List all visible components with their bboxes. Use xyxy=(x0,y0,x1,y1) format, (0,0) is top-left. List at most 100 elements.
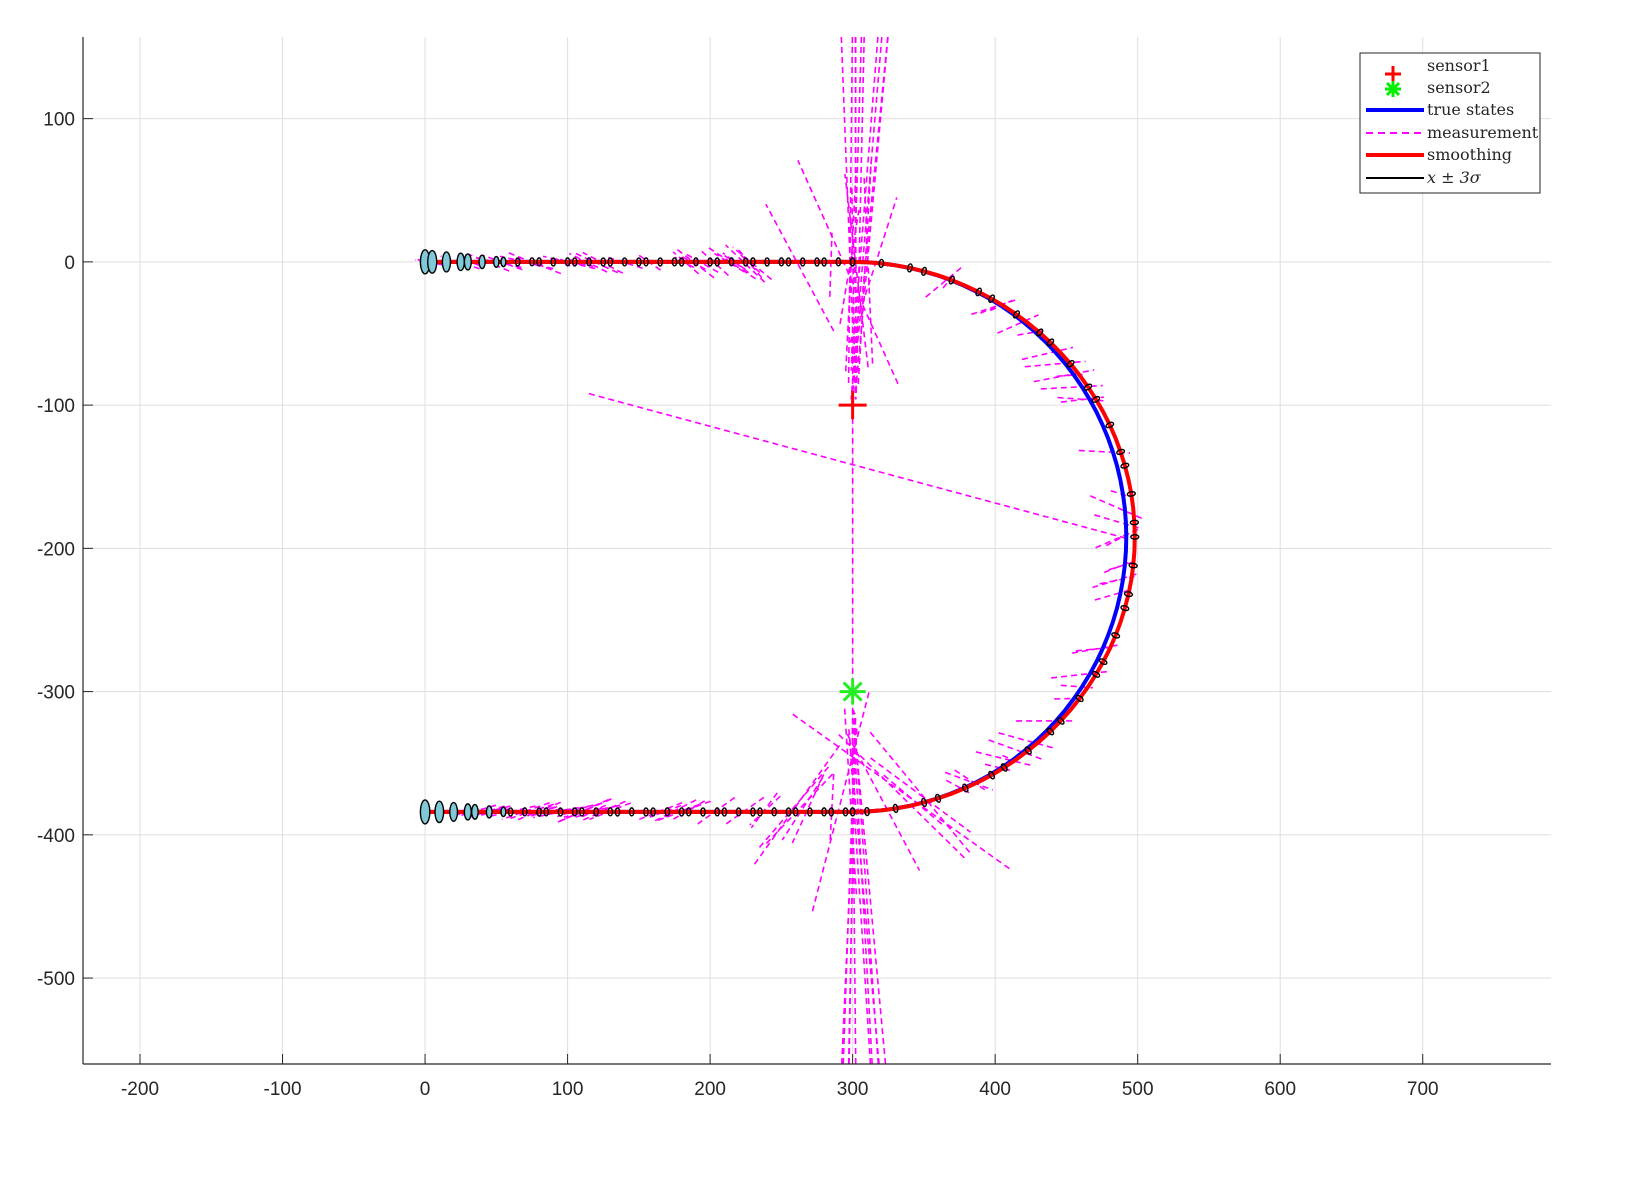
measurement-segment xyxy=(984,763,1011,772)
measurement-segment xyxy=(829,232,833,297)
sigma-ellipse xyxy=(1056,717,1065,725)
measurement-segment xyxy=(461,257,481,267)
sigma-ellipse xyxy=(500,806,507,818)
sigma-ellipse xyxy=(849,257,856,267)
sigma-ellipse xyxy=(1126,490,1137,497)
sigma-ellipse xyxy=(878,258,885,269)
measurement-segment xyxy=(980,299,1013,314)
sigma-ellipse xyxy=(750,257,756,267)
measurement-segment xyxy=(797,159,899,385)
legend-label-sensor1: sensor1 xyxy=(1427,56,1491,75)
sigma-ellipse xyxy=(821,807,828,817)
sigma-ellipse xyxy=(1091,395,1101,403)
sigma-ellipse xyxy=(600,257,607,267)
sigma-ellipse xyxy=(463,803,472,821)
sigma-ellipse xyxy=(785,257,792,267)
legend-entry-true-states: true states xyxy=(1366,100,1514,119)
sigma-ellipse xyxy=(1035,328,1044,337)
measurement-segment xyxy=(847,715,857,1065)
measurement-segment xyxy=(1060,396,1105,403)
measurement-segment xyxy=(1071,644,1119,654)
sigma-ellipse xyxy=(434,800,445,824)
sigma-ellipse xyxy=(707,257,714,267)
sensor1-marker xyxy=(838,391,867,420)
measurement-segment xyxy=(792,713,1010,870)
sigma-ellipse xyxy=(721,807,728,817)
sigma-ellipse xyxy=(564,257,571,267)
measurement-segment xyxy=(851,36,889,397)
x-axis-ticks: -200 -100 0 100 200 300 400 500 600 700 xyxy=(121,1054,1439,1100)
sigma-ellipse xyxy=(700,807,706,817)
sigma-ellipse xyxy=(828,807,835,817)
measurement-segment xyxy=(722,252,750,274)
sigma-ellipse xyxy=(1120,462,1130,469)
sigma-ellipse xyxy=(742,257,749,267)
sigma-ellipse xyxy=(799,257,806,267)
legend: sensor1 sensor2 true states measurement … xyxy=(1359,52,1541,194)
measurement-segment xyxy=(751,744,841,868)
sigma-ellipse xyxy=(920,266,928,276)
measurement-segment xyxy=(781,777,824,841)
measurement-segment xyxy=(684,252,719,273)
measurement-segment xyxy=(1110,489,1130,498)
measurement-segment xyxy=(869,731,972,855)
y-tick-label: 100 xyxy=(43,110,75,131)
sigma-ellipse xyxy=(714,807,721,817)
measurement-segment xyxy=(499,255,554,270)
x-tick-label: -200 xyxy=(121,1079,159,1100)
sigma-ellipse xyxy=(792,807,799,817)
sigma-ellipse xyxy=(571,257,578,267)
sigma-ellipse xyxy=(1012,310,1021,319)
sigma-ellipse xyxy=(1129,519,1140,526)
measurement-segment xyxy=(852,710,880,1065)
sigma-ellipse xyxy=(1075,694,1084,703)
x-tick-label: -100 xyxy=(264,1079,302,1100)
sigma-ellipse xyxy=(728,257,735,267)
sigma-ellipse xyxy=(785,807,792,817)
measurement-segment xyxy=(1040,384,1103,390)
sigma-ellipse xyxy=(750,807,756,817)
y-tick-label: -500 xyxy=(37,969,75,990)
sigma-ellipse xyxy=(514,257,521,267)
legend-label-sigma: x ± 3σ xyxy=(1427,168,1482,187)
sigma-ellipse xyxy=(988,294,996,304)
legend-label-smoothing: smoothing xyxy=(1427,145,1512,164)
y-tick-label: -300 xyxy=(37,683,75,704)
measurement-segment xyxy=(850,184,856,355)
legend-entry-smoothing: smoothing xyxy=(1366,145,1512,164)
sigma-ellipse xyxy=(628,807,635,817)
measurement-segment xyxy=(863,177,874,364)
measurement-outlier xyxy=(588,392,1127,540)
measurement-segment xyxy=(944,771,994,791)
y-axis-ticks: 100 0 -100 -200 -300 -400 -500 xyxy=(37,110,93,990)
sigma-ellipse xyxy=(419,799,431,825)
legend-label-sensor2: sensor2 xyxy=(1427,78,1491,97)
sigma-ellipse xyxy=(948,275,955,285)
sigma-ellipse xyxy=(864,806,870,817)
sigma-ellipse xyxy=(962,783,969,793)
measurement-segment xyxy=(840,36,857,400)
measurement-segment xyxy=(850,36,883,400)
y-tick-label: -400 xyxy=(37,826,75,847)
sigma-ellipse xyxy=(814,257,820,267)
sigma-ellipse xyxy=(771,807,778,817)
sigma-ellipse xyxy=(671,257,678,267)
sigma-ellipse xyxy=(1083,383,1093,391)
sigma-ellipse xyxy=(714,257,721,267)
sigma-ellipse xyxy=(1000,763,1008,772)
sigma-ellipse xyxy=(521,807,528,817)
legend-entry-sensor2: sensor2 xyxy=(1385,78,1491,97)
axes-background xyxy=(83,37,1551,1064)
measurement-segment xyxy=(1033,369,1095,383)
legend-label-measurement: measurement xyxy=(1427,123,1539,142)
sigma-ellipse xyxy=(643,257,649,267)
axis-lines xyxy=(82,37,1551,1065)
sigma-ellipse xyxy=(988,770,996,780)
sigma-ellipse xyxy=(1046,338,1055,347)
sigma-ellipse xyxy=(849,807,856,817)
y-tick-label: 0 xyxy=(64,253,75,274)
sigma-ellipse xyxy=(578,807,585,817)
legend-label-true-states: true states xyxy=(1427,100,1514,119)
measurement-segment xyxy=(857,160,873,384)
sigma-ellipse xyxy=(1123,591,1134,598)
